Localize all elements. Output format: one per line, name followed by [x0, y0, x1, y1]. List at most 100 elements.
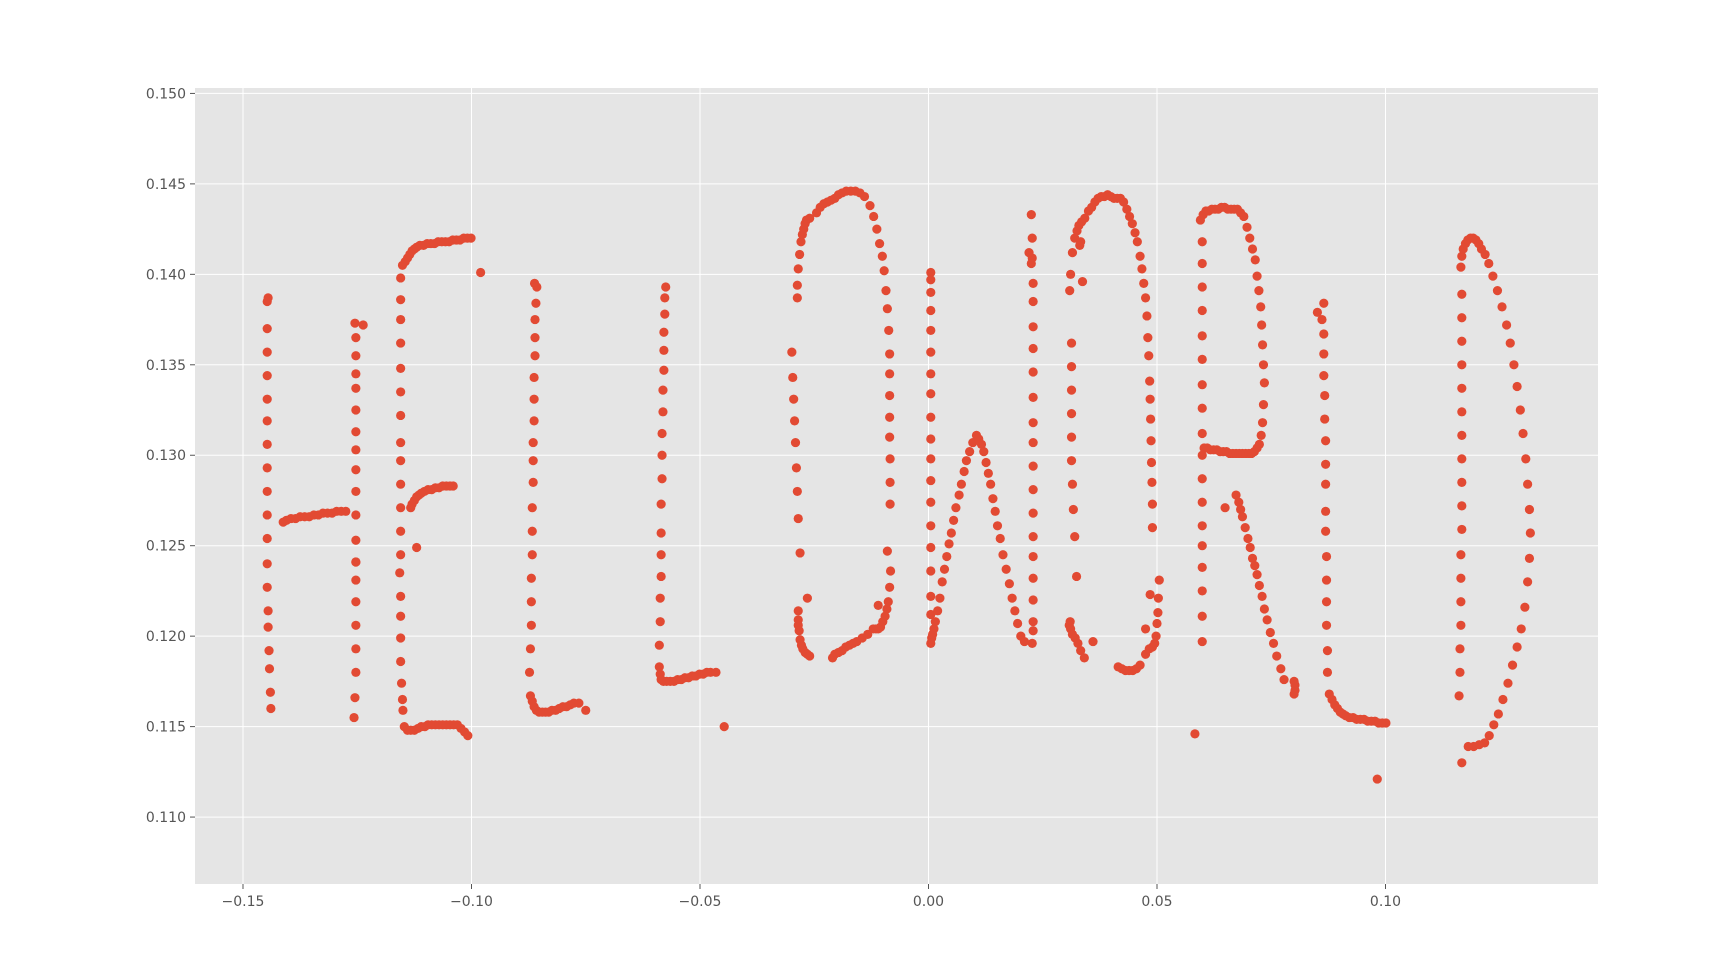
scatter-point: [1013, 618, 1023, 629]
scatter-point: [658, 385, 668, 395]
scatter-point: [1066, 362, 1077, 372]
scatter-point: [1454, 691, 1464, 701]
scatter-point: [961, 456, 972, 466]
scatter-point: [1140, 293, 1151, 303]
scatter-point: [1520, 602, 1530, 612]
scatter-point: [396, 410, 406, 421]
scatter-point: [926, 434, 936, 444]
scatter-point: [412, 542, 422, 553]
scatter-point: [1127, 219, 1137, 229]
scatter-point: [262, 582, 272, 592]
scatter-point: [882, 304, 892, 314]
scatter-point: [1322, 667, 1333, 677]
scatter-point: [882, 604, 892, 614]
scatter-point: [1456, 597, 1466, 607]
scatter-point: [1321, 459, 1331, 469]
scatter-point: [1457, 360, 1467, 370]
scatter-point: [351, 620, 361, 630]
scatter-point: [1028, 617, 1038, 627]
scatter-point: [396, 387, 406, 397]
scatter-point: [1027, 638, 1037, 648]
scatter-point: [395, 568, 405, 578]
scatter-point: [350, 693, 360, 703]
scatter-point: [1068, 504, 1078, 515]
scatter-point: [396, 363, 406, 374]
scatter-point: [661, 282, 671, 292]
scatter-point: [341, 506, 351, 516]
scatter-point: [262, 486, 272, 497]
scatter-point: [1153, 593, 1163, 603]
scatter-point: [719, 722, 729, 732]
scatter-point: [527, 550, 537, 560]
scatter-point: [1457, 336, 1467, 346]
scatter-point: [262, 347, 272, 357]
scatter-point: [1317, 314, 1327, 325]
scatter-point: [1197, 497, 1207, 507]
scatter-point: [1456, 262, 1466, 272]
scatter-point: [1457, 313, 1467, 323]
scatter-point: [1268, 638, 1279, 648]
scatter-point: [990, 506, 1000, 516]
scatter-point: [926, 287, 936, 298]
scatter-point: [1028, 367, 1038, 377]
scatter-point: [350, 318, 360, 328]
scatter-point: [1480, 249, 1490, 260]
scatter-point: [1320, 390, 1330, 401]
scatter-point: [1259, 604, 1269, 614]
x-tick-label: −0.10: [450, 894, 493, 910]
scatter-point: [1257, 591, 1267, 601]
scatter-point: [1197, 521, 1207, 531]
scatter-point: [1144, 351, 1154, 361]
scatter-point: [791, 463, 802, 473]
scatter-point: [262, 371, 272, 381]
scatter-point: [530, 333, 540, 343]
scatter-point: [1197, 380, 1207, 390]
scatter-point: [1515, 405, 1525, 415]
scatter-point: [351, 465, 361, 475]
scatter-point: [869, 211, 879, 222]
scatter-point: [1197, 282, 1207, 292]
scatter-point: [885, 454, 895, 464]
scatter-point: [1026, 210, 1036, 220]
scatter-point: [1065, 286, 1075, 296]
scatter-point: [351, 333, 361, 343]
scatter-point: [805, 213, 815, 223]
scatter-point: [1239, 211, 1249, 222]
scatter-point: [396, 656, 406, 667]
scatter-point: [1523, 577, 1533, 587]
scatter-point: [1245, 542, 1255, 553]
scatter-point: [1321, 526, 1331, 536]
scatter-point: [1497, 302, 1507, 312]
scatter-point: [1320, 414, 1330, 424]
scatter-point: [1153, 608, 1163, 618]
scatter-point: [1254, 286, 1264, 296]
scatter-point: [792, 293, 802, 303]
scatter-point: [926, 454, 936, 464]
scatter-point: [1484, 731, 1494, 741]
scatter-point: [1250, 561, 1260, 571]
scatter-point: [657, 428, 667, 439]
scatter-point: [983, 468, 993, 478]
scatter-point: [529, 372, 539, 383]
scatter-point: [1147, 477, 1157, 487]
x-tick-label: 0.05: [1141, 894, 1172, 910]
scatter-point: [262, 394, 272, 404]
scatter-point: [1489, 720, 1499, 730]
scatter-point: [1247, 553, 1258, 563]
scatter-point: [789, 394, 799, 404]
scatter-point: [265, 687, 276, 697]
scatter-point: [358, 320, 368, 330]
scatter-point: [351, 644, 361, 654]
scatter-point: [1080, 213, 1090, 223]
scatter-point: [351, 486, 361, 497]
scatter-point: [1197, 403, 1207, 413]
scatter-point: [1518, 428, 1528, 439]
scatter-point: [1457, 454, 1467, 464]
scatter-point: [873, 600, 883, 611]
scatter-point: [1505, 338, 1515, 348]
scatter-point: [349, 712, 359, 723]
scatter-point: [660, 293, 670, 303]
y-tick-label: 0.125: [146, 539, 186, 555]
scatter-point: [1262, 615, 1272, 625]
scatter-point: [1001, 564, 1011, 574]
